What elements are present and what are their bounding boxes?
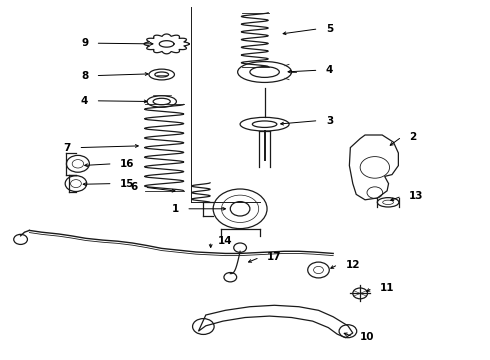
Text: 9: 9 bbox=[81, 38, 88, 48]
Text: 4: 4 bbox=[326, 65, 333, 75]
Text: 2: 2 bbox=[409, 132, 416, 142]
Text: 12: 12 bbox=[345, 260, 360, 270]
Text: 16: 16 bbox=[120, 159, 135, 169]
Text: 5: 5 bbox=[326, 24, 333, 34]
Text: 6: 6 bbox=[130, 182, 137, 192]
Text: 14: 14 bbox=[218, 236, 233, 246]
Text: 7: 7 bbox=[64, 143, 71, 153]
Text: 13: 13 bbox=[409, 191, 424, 201]
Text: 1: 1 bbox=[172, 204, 179, 214]
Text: 11: 11 bbox=[380, 283, 394, 293]
Text: 10: 10 bbox=[360, 332, 375, 342]
Text: 8: 8 bbox=[81, 71, 88, 81]
Text: 4: 4 bbox=[81, 96, 88, 106]
Text: 17: 17 bbox=[267, 252, 282, 262]
Text: 3: 3 bbox=[326, 116, 333, 126]
Text: 15: 15 bbox=[120, 179, 135, 189]
